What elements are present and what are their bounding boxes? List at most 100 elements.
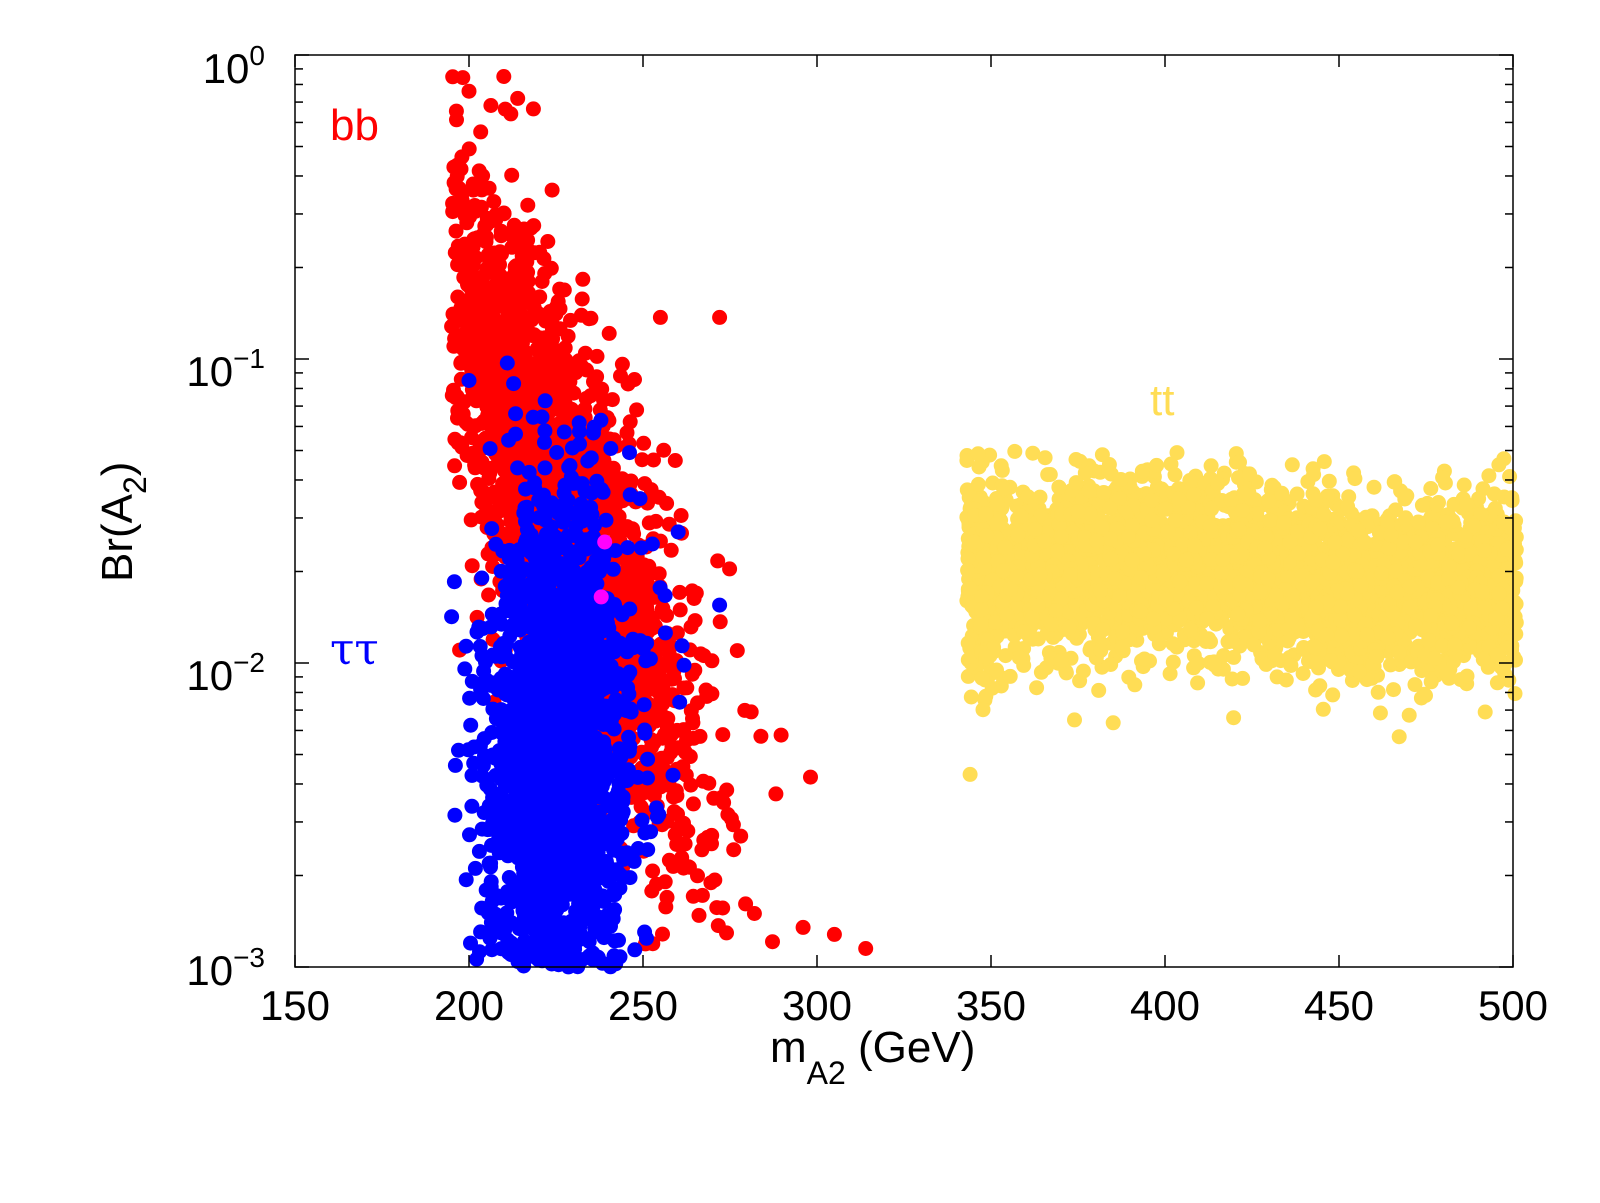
scatter-point-bb xyxy=(719,782,735,798)
scatter-point-tt xyxy=(1447,637,1463,653)
scatter-point-tt xyxy=(1053,653,1069,668)
scatter-point-tt xyxy=(1263,606,1279,622)
scatter-point-tt xyxy=(1053,591,1069,607)
scatter-point-tt xyxy=(1308,682,1324,698)
scatter-point-bb xyxy=(544,182,560,198)
scatter-point-tt xyxy=(1407,677,1423,693)
scatter-point-tt xyxy=(1312,521,1328,537)
scatter-point-tt xyxy=(1496,515,1511,531)
scatter-point-tt xyxy=(974,670,990,686)
scatter-point-tt xyxy=(1339,585,1355,601)
scatter-point-tt xyxy=(1408,618,1424,634)
scatter-point-tt xyxy=(1144,493,1160,508)
scatter-point-tt xyxy=(1082,642,1098,658)
scatter-point-tt xyxy=(1489,675,1505,691)
scatter-point-tt xyxy=(988,614,1003,630)
scatter-point-tt xyxy=(1402,579,1418,595)
scatter-point-tt xyxy=(1471,491,1487,507)
scatter-point-tt xyxy=(1315,701,1331,717)
scatter-point-tt xyxy=(1180,500,1196,516)
scatter-point-tt xyxy=(1423,481,1439,496)
scatter-point-tt xyxy=(1423,608,1439,624)
scatter-point-bb xyxy=(707,872,723,888)
scatter-point-tt xyxy=(1351,664,1367,679)
scatter-point-tt xyxy=(1450,580,1466,595)
scatter-point-tt xyxy=(1151,636,1167,652)
scatter-point-tt xyxy=(1309,655,1325,671)
scatter-point-tt xyxy=(1124,552,1140,568)
scatter-point-tt xyxy=(1146,611,1162,627)
scatter-point-tt xyxy=(1504,490,1520,506)
scatter-point-bb xyxy=(726,842,742,858)
scatter-point-bb xyxy=(768,786,784,802)
scatter-point-tt xyxy=(1167,467,1183,483)
scatter-point-tt xyxy=(1252,584,1268,600)
scatter-point-tt xyxy=(971,459,987,475)
scatter-point-tt xyxy=(1077,465,1093,481)
scatter-point-tt xyxy=(1280,570,1296,585)
scatter-point-tt xyxy=(1096,485,1112,500)
scatter-point-tt xyxy=(1477,600,1493,616)
scatter-point-tt xyxy=(1187,538,1203,554)
scatter-point-bb xyxy=(625,521,640,537)
scatter-point-tt xyxy=(1304,574,1320,590)
scatter-point-tt xyxy=(1155,566,1171,582)
scatter-point-tt xyxy=(1359,627,1375,643)
scatter-point-tt xyxy=(1235,670,1251,686)
scatter-point-tt xyxy=(1508,615,1524,631)
scatter-point-tt xyxy=(1215,552,1231,567)
scatter-point-tt xyxy=(1267,647,1282,662)
scatter-point-tt xyxy=(978,506,994,522)
scatter-point-tt xyxy=(1016,624,1031,640)
scatter-point-tt xyxy=(1093,643,1109,658)
scatter-point-tt xyxy=(1206,657,1222,673)
scatter-point-tt xyxy=(1160,523,1176,539)
scatter-point-bb xyxy=(646,452,661,468)
scatter-point-tt xyxy=(970,446,986,462)
scatter-point-bb xyxy=(575,271,591,287)
scatter-point-bb xyxy=(719,925,734,941)
scatter-point-tt xyxy=(1258,529,1273,544)
scatter-point-tt xyxy=(976,560,992,576)
scatter-point-tt xyxy=(1383,657,1398,673)
scatter-point-tt xyxy=(1350,523,1366,539)
scatter-point-tt xyxy=(1284,610,1300,626)
scatter-point-bb xyxy=(667,453,683,468)
scatter-point-tt xyxy=(1457,528,1473,544)
scatter-point-tt xyxy=(1188,600,1204,616)
scatter-point-tt xyxy=(1182,473,1198,488)
scatter-point-tt xyxy=(1032,489,1048,505)
scatter-point-tt xyxy=(1252,613,1267,629)
scatter-point-tt xyxy=(1027,521,1043,537)
scatter-point-bb xyxy=(473,124,489,140)
scatter-point-bb xyxy=(712,614,728,630)
scatter-point-tt xyxy=(1507,686,1523,702)
scatter-point-tt xyxy=(1199,576,1215,591)
scatter-point-tt xyxy=(1257,540,1273,556)
scatter-point-tt xyxy=(1068,452,1084,467)
scatter-point-tt xyxy=(1038,660,1054,676)
scatter-point-tt xyxy=(1053,529,1069,545)
scatter-point-tt xyxy=(963,689,979,705)
scatter-point-bb xyxy=(672,602,688,618)
scatter-point-tt xyxy=(1290,545,1306,561)
scatter-point-tt xyxy=(994,462,1010,478)
scatter-point-bb xyxy=(673,508,689,523)
scatter-point-tt xyxy=(1346,627,1362,643)
scatter-point-tt xyxy=(1089,533,1105,549)
scatter-point-tt xyxy=(1307,639,1323,655)
scatter-point-tt xyxy=(1182,622,1198,638)
scatter-point-tt xyxy=(1487,500,1503,516)
scatter-point-tt xyxy=(1316,454,1332,470)
scatter-point-tt xyxy=(967,507,982,523)
scatter-point-tt xyxy=(1488,610,1503,626)
scatter-point-tt xyxy=(1134,463,1150,479)
scatter-point-bb xyxy=(669,788,685,804)
scatter-point-tt xyxy=(1013,508,1029,524)
scatter-point-bb xyxy=(715,727,731,743)
scatter-point-tt xyxy=(1441,559,1457,575)
scatter-point-tt xyxy=(1481,468,1497,484)
scatter-point-tt xyxy=(1092,583,1108,599)
scatter-point-tt xyxy=(1062,567,1078,583)
